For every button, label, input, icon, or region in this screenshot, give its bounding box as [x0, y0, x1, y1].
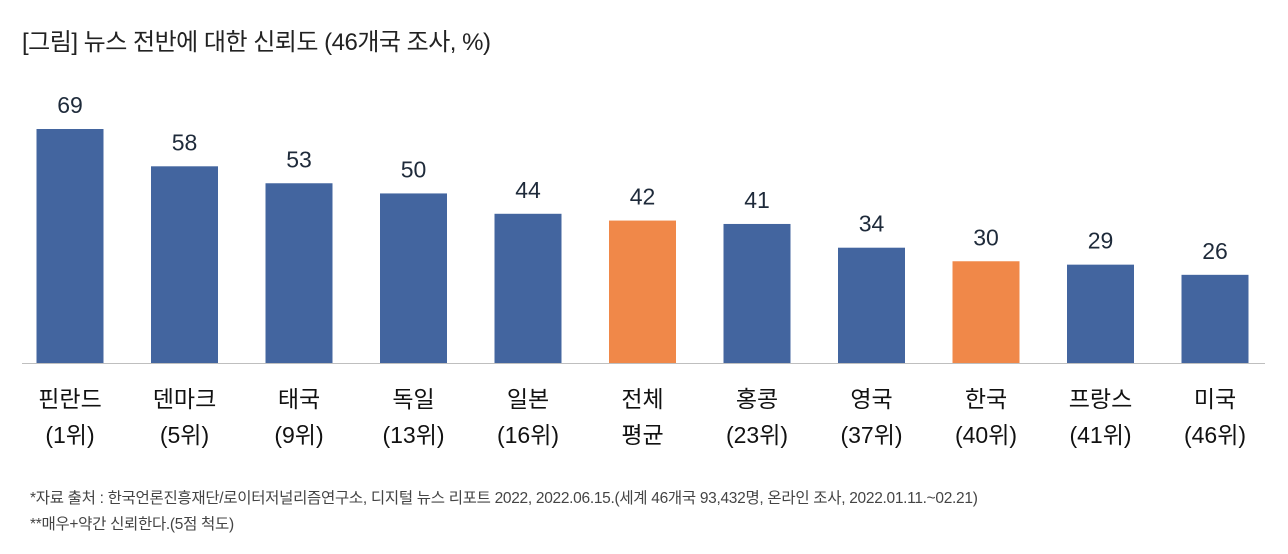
x-tick-label: (40위): [955, 422, 1017, 448]
data-label: 44: [515, 177, 541, 203]
x-tick-label: (5위): [160, 422, 209, 448]
data-label: 30: [973, 224, 999, 250]
x-tick-label: 일본: [507, 386, 549, 412]
x-tick-label: 태국: [278, 386, 320, 412]
x-tick-label: (23위): [726, 422, 788, 448]
bar: [36, 129, 104, 363]
data-label: 29: [1088, 228, 1114, 254]
x-tick-label: 독일: [392, 386, 434, 412]
x-tick-label: 홍콩: [736, 386, 778, 412]
data-label: 26: [1202, 238, 1228, 264]
x-tick-label: (46위): [1184, 422, 1246, 448]
data-label: 50: [401, 156, 427, 182]
bar: [609, 220, 676, 363]
data-label: 69: [57, 92, 83, 118]
bar: [1067, 264, 1134, 363]
x-tick-label: 핀란드: [38, 386, 101, 412]
x-tick-label: 한국: [965, 386, 1007, 412]
footnote-source: *자료 출처 : 한국언론진흥재단/로이터저널리즘연구소, 디지털 뉴스 리포트…: [30, 490, 978, 507]
bar: [723, 223, 791, 363]
bar: [838, 247, 905, 363]
x-tick-label: 미국: [1194, 386, 1236, 412]
bar: [1181, 274, 1249, 363]
bar-chart: 69 핀란드 (1위) 58 덴마크 (5위) 53 태국 (9위) 50 독일 (13위) 44 일본 (…: [22, 92, 1265, 448]
bar: [494, 213, 562, 363]
footnote-scale: **매우+약간 신뢰한다.(5점 척도): [30, 516, 234, 533]
bar: [151, 166, 218, 363]
x-tick-label: 프랑스: [1069, 386, 1132, 412]
x-tick-label: (9위): [274, 422, 323, 448]
bar: [380, 193, 447, 363]
data-label: 58: [172, 129, 198, 155]
x-tick-label: 영국: [850, 386, 892, 412]
x-tick-label: (13위): [382, 422, 444, 448]
x-tick-label: (16위): [497, 422, 559, 448]
x-tick-label: (37위): [840, 422, 902, 448]
bar: [265, 183, 333, 363]
x-tick-label: (41위): [1069, 422, 1131, 448]
data-label: 41: [744, 187, 770, 213]
x-tick-label: (1위): [45, 422, 94, 448]
x-tick-label: 전체: [621, 386, 663, 412]
bar: [952, 261, 1020, 363]
data-label: 34: [859, 211, 885, 237]
x-tick-label: 평균: [621, 422, 663, 448]
chart-title: [그림] 뉴스 전반에 대한 신뢰도 (46개국 조사, %): [22, 29, 491, 56]
data-label: 53: [286, 146, 312, 172]
data-label: 42: [630, 184, 656, 210]
x-tick-label: 덴마크: [153, 386, 216, 412]
